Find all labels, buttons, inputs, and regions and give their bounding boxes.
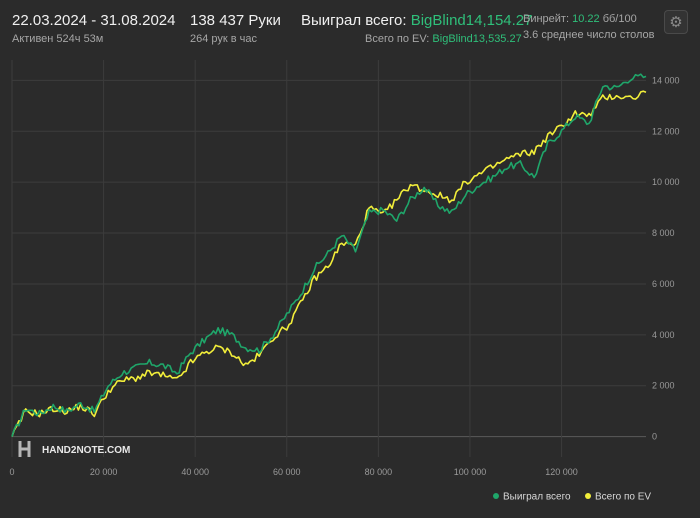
y-tick-label: 10 000 bbox=[652, 177, 680, 187]
won-block: Выиграл всего: BigBlind14,154.27 Всего п… bbox=[301, 12, 532, 45]
y-tick-label: 8 000 bbox=[652, 228, 675, 238]
legend-swatch-won bbox=[493, 493, 499, 499]
date-block: 22.03.2024 - 31.08.2024 Активен 524ч 53м bbox=[12, 12, 175, 45]
logo-icon bbox=[18, 441, 31, 457]
hand2note-logo: HAND2NOTE.COM bbox=[18, 441, 130, 457]
ev-value: BigBlind13,535.27 bbox=[432, 33, 522, 45]
winrate-unit: бб/100 bbox=[602, 13, 637, 25]
x-tick-label: 60 000 bbox=[273, 467, 301, 477]
won-label: Выиграл всего: bbox=[301, 12, 407, 29]
y-axis-ticks: 0 2 000 4 000 6 000 8 000 10 000 12 000 14 000 bbox=[652, 75, 680, 441]
y-tick-label: 2 000 bbox=[652, 381, 675, 391]
stats-header: 22.03.2024 - 31.08.2024 Активен 524ч 53м… bbox=[0, 0, 700, 50]
ev-label: Всего по EV: bbox=[365, 33, 430, 45]
won-value: BigBlind14,154.27 bbox=[410, 12, 533, 29]
series-line-won bbox=[11, 73, 647, 437]
y-tick-label: 0 bbox=[652, 432, 657, 442]
logo-text: HAND2NOTE.COM bbox=[42, 445, 130, 456]
series-line-ev bbox=[11, 90, 647, 437]
x-tick-label: 100 000 bbox=[454, 467, 487, 477]
legend-label-won: Выиграл всего bbox=[503, 492, 571, 503]
active-time: Активен 524ч 53м bbox=[12, 33, 104, 45]
x-axis-ticks: 0 20 000 40 000 60 000 80 000 100 000 120 000 bbox=[9, 467, 577, 477]
x-tick-label: 120 000 bbox=[545, 467, 578, 477]
hands-count: 138 437 Руки bbox=[190, 12, 281, 29]
legend-swatch-ev bbox=[585, 493, 591, 499]
y-tick-label: 4 000 bbox=[652, 330, 675, 340]
winrate-value: 10.22 bbox=[572, 13, 600, 25]
date-range: 22.03.2024 - 31.08.2024 bbox=[12, 12, 176, 29]
y-tick-label: 12 000 bbox=[652, 126, 680, 136]
winnings-chart: 0 20 000 40 000 60 000 80 000 100 000 120 000 … bbox=[9, 60, 680, 503]
chart-legend: Выиграл всего Всего по EV bbox=[493, 492, 651, 503]
y-tick-label: 6 000 bbox=[652, 279, 675, 289]
x-tick-label: 40 000 bbox=[181, 467, 209, 477]
hands-per-hour: 264 рук в час bbox=[190, 33, 258, 45]
legend-label-ev: Всего по EV bbox=[595, 492, 651, 503]
x-tick-label: 80 000 bbox=[365, 467, 393, 477]
winrate-label: Винрейт: bbox=[523, 13, 570, 25]
avg-tables: 3.6 среднее число столов bbox=[523, 29, 655, 41]
chart-grid bbox=[11, 60, 646, 457]
y-tick-label: 14 000 bbox=[652, 75, 680, 85]
chart-series bbox=[11, 73, 647, 437]
x-tick-label: 0 bbox=[9, 467, 14, 477]
gear-icon[interactable]: ⚙ bbox=[664, 10, 688, 34]
hands-block: 138 437 Руки 264 рук в час bbox=[190, 12, 281, 45]
x-tick-label: 20 000 bbox=[90, 467, 118, 477]
winrate-block: Винрейт: 10.22 бб/100 3.6 среднее число … bbox=[523, 13, 655, 41]
